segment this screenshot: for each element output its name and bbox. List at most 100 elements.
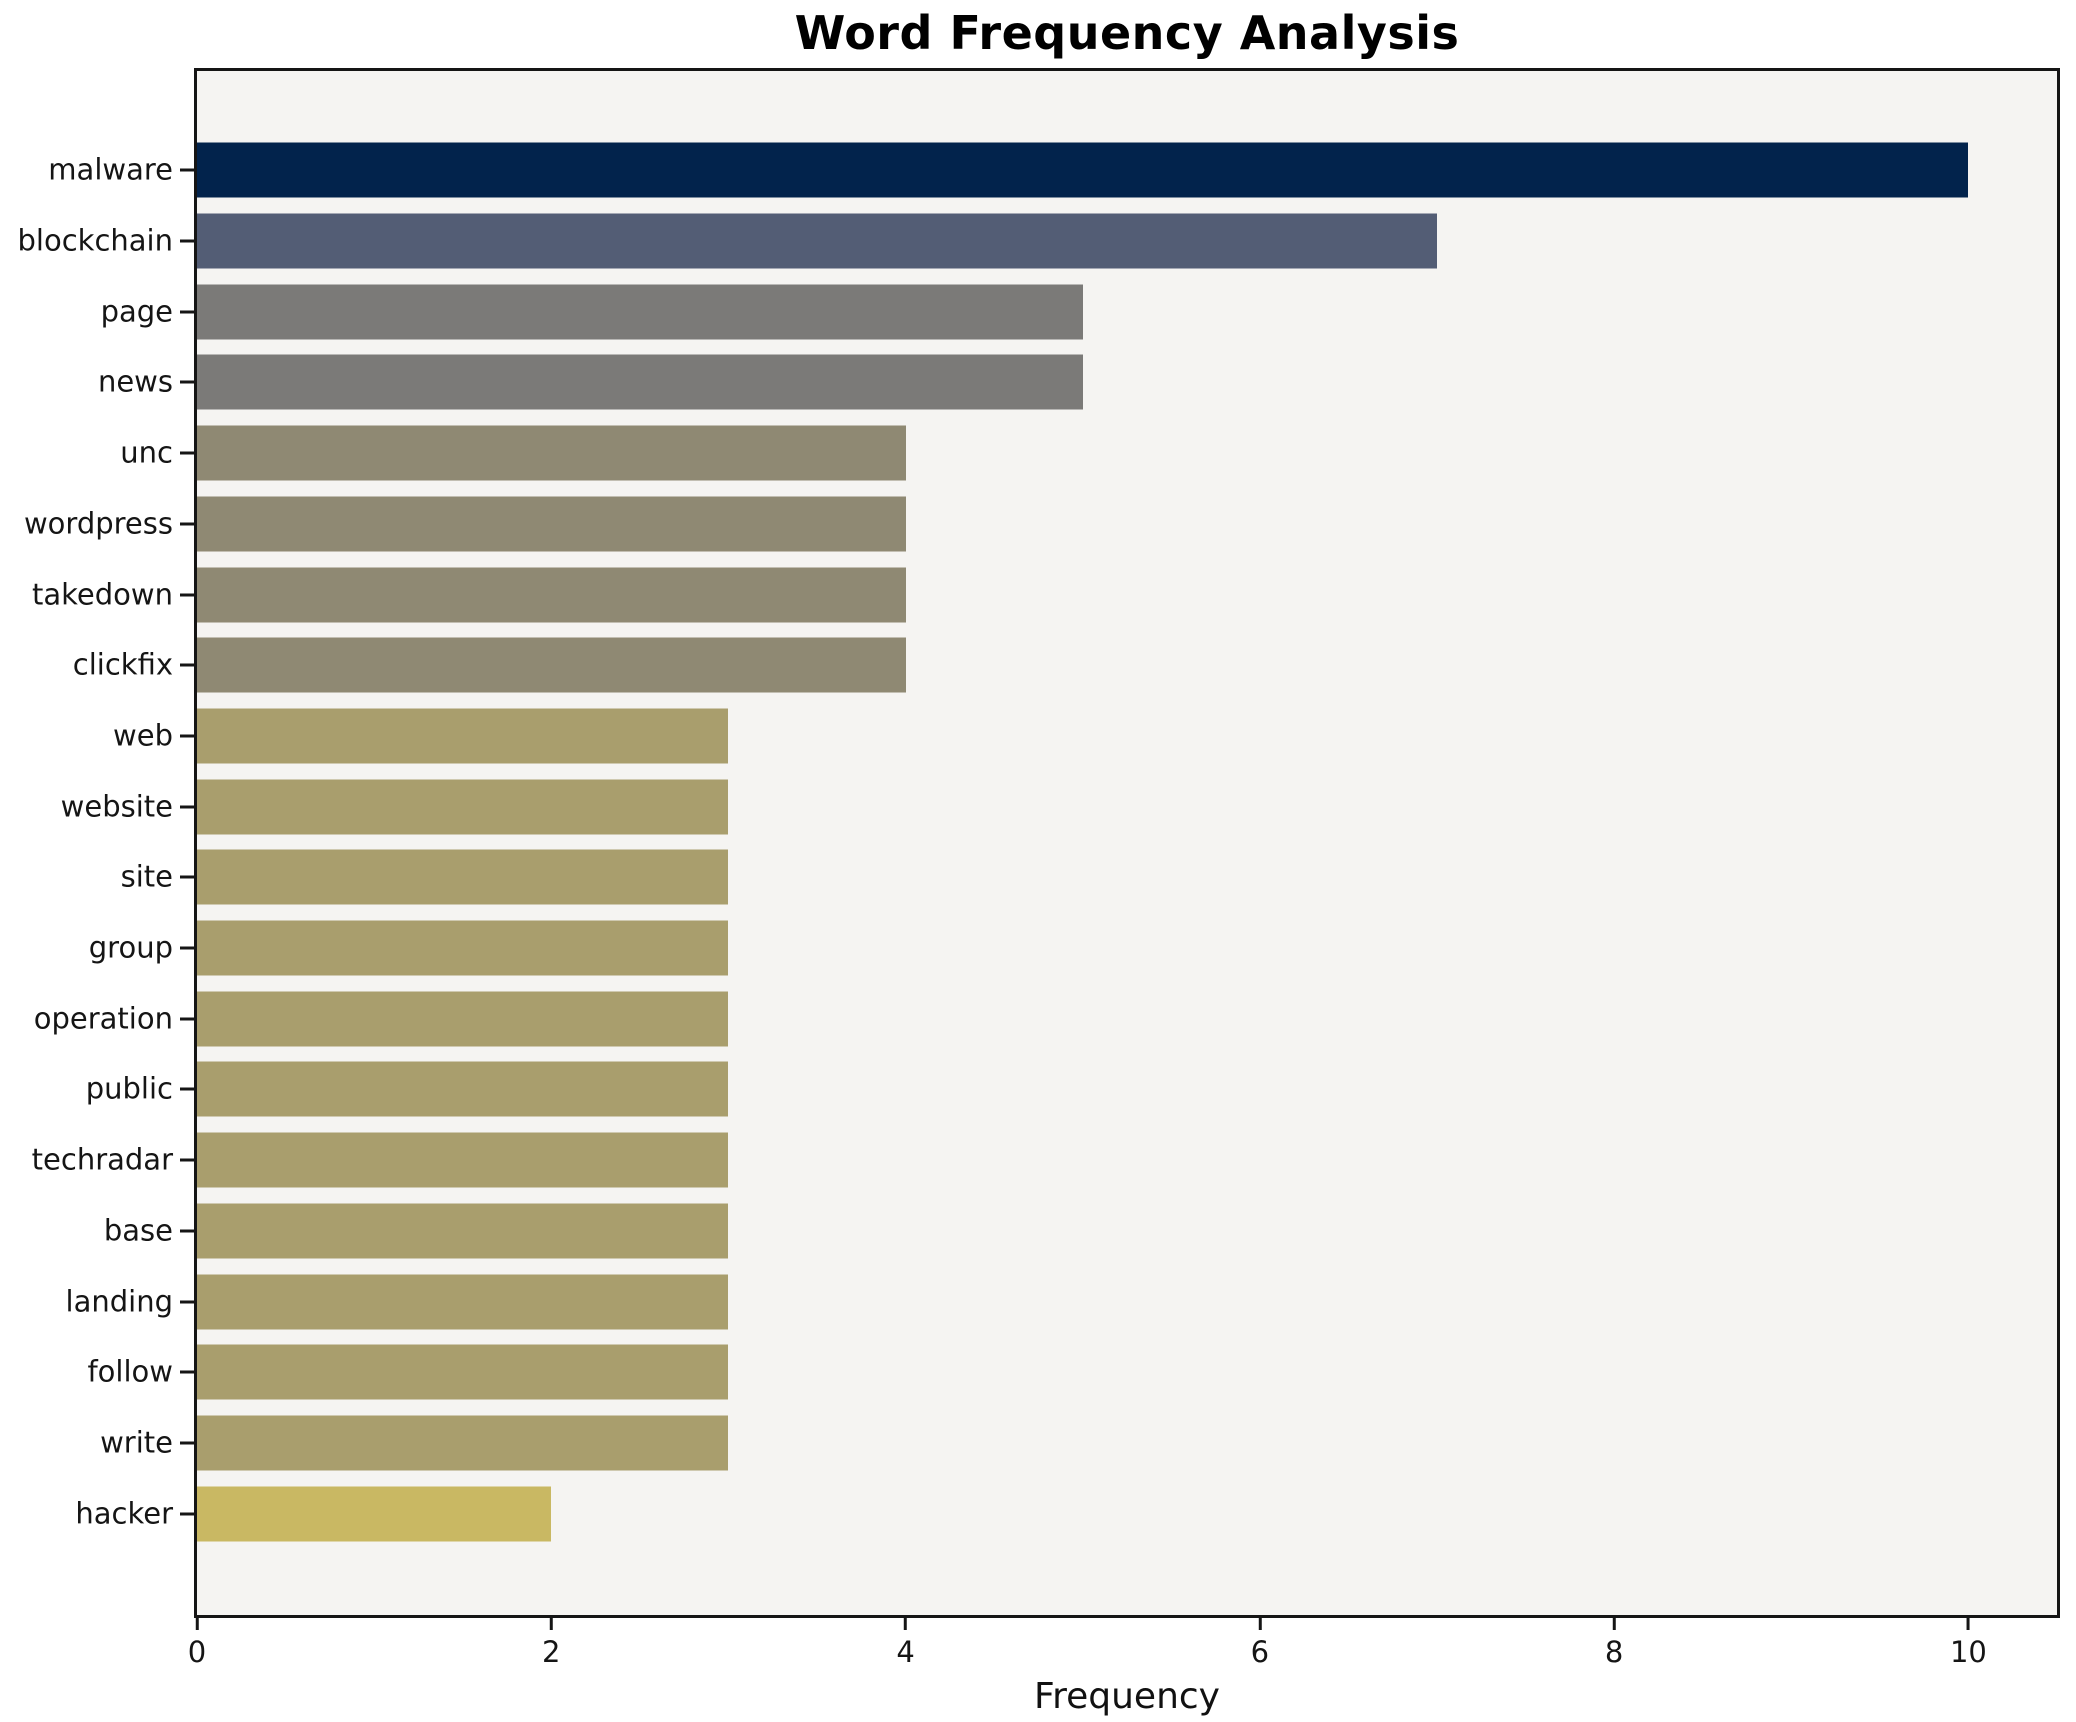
bar-row: techradar <box>32 1125 2057 1196</box>
bar-row: page <box>101 276 2057 347</box>
y-tick-mark <box>180 734 194 738</box>
y-tick-mark <box>180 522 194 526</box>
bar-row: takedown <box>32 559 2057 630</box>
y-tick-label: hacker <box>75 1496 173 1531</box>
y-tick-label: site <box>120 859 173 894</box>
y-tick-mark <box>180 875 194 879</box>
bar <box>197 1203 729 1259</box>
x-axis-label: Frequency <box>1034 1676 1220 1717</box>
y-tick-label: clickfix <box>72 647 173 682</box>
bar-row: operation <box>34 983 2057 1054</box>
y-tick-mark <box>180 1229 194 1233</box>
bar-row: site <box>121 842 2057 913</box>
y-tick-label: website <box>60 789 173 824</box>
y-tick-mark <box>180 946 194 950</box>
x-tick-mark <box>904 1618 908 1630</box>
x-tick: 8 <box>1605 1618 1623 1667</box>
x-tick: 4 <box>896 1618 915 1669</box>
bar <box>197 637 906 693</box>
bar <box>197 920 729 976</box>
y-tick-mark <box>180 168 194 172</box>
y-tick-mark <box>180 1017 194 1021</box>
bar-row: wordpress <box>24 489 2057 560</box>
x-tick-mark <box>1612 1618 1616 1630</box>
x-tick: 10 <box>1950 1618 1987 1667</box>
bar <box>197 708 729 764</box>
x-tick-label: 6 <box>1250 1635 1270 1669</box>
y-tick-label: public <box>85 1071 173 1106</box>
bar <box>197 1274 729 1330</box>
bar <box>197 1061 729 1117</box>
y-tick-label: techradar <box>31 1142 173 1177</box>
y-tick-label: landing <box>65 1284 173 1319</box>
y-tick-label: write <box>100 1425 173 1460</box>
bar <box>197 213 1437 269</box>
bar-row: blockchain <box>18 206 2057 277</box>
y-tick-label: blockchain <box>17 223 173 258</box>
y-tick-label: operation <box>33 1001 173 1036</box>
x-tick: 2 <box>542 1618 561 1669</box>
x-tick: 0 <box>188 1618 206 1667</box>
y-tick-label: web <box>113 718 173 753</box>
bar-row: web <box>113 701 2057 772</box>
y-tick-mark <box>180 805 194 809</box>
y-tick-mark <box>180 1441 194 1445</box>
x-axis: 0 2 4 6 8 10 <box>188 1618 2057 1688</box>
bar <box>197 1486 552 1542</box>
bar <box>197 425 906 481</box>
y-tick-label: wordpress <box>23 506 173 541</box>
x-tick-mark <box>549 1618 553 1630</box>
y-tick-label: follow <box>87 1354 173 1389</box>
bar-row: public <box>86 1054 2057 1125</box>
bar-row: follow <box>87 1337 2057 1408</box>
chart-title: Word Frequency Analysis <box>794 6 1460 60</box>
y-tick-mark <box>180 451 194 455</box>
bar-row: unc <box>120 418 2057 489</box>
x-tick-mark <box>195 1618 199 1630</box>
x-tick-mark <box>1966 1618 1970 1630</box>
x-tick-label: 0 <box>187 1635 207 1669</box>
y-tick-mark <box>180 663 194 667</box>
x-tick-label: 10 <box>1949 1635 1987 1669</box>
y-tick-label: base <box>103 1213 173 1248</box>
bar-row: clickfix <box>73 630 2057 701</box>
y-tick-mark <box>180 1158 194 1162</box>
y-tick-mark <box>180 1300 194 1304</box>
bar <box>197 496 906 552</box>
bar-row: landing <box>66 1266 2057 1337</box>
y-tick-label: news <box>97 364 173 399</box>
y-tick-mark <box>180 593 194 597</box>
bar-row: hacker <box>75 1478 2057 1549</box>
y-tick-label: group <box>88 930 173 965</box>
y-tick-mark <box>180 1087 194 1091</box>
y-tick-label: takedown <box>32 577 173 612</box>
y-tick-label: unc <box>120 435 173 470</box>
bar <box>197 991 729 1047</box>
x-tick-label: 8 <box>1604 1635 1624 1669</box>
y-tick-mark <box>180 1370 194 1374</box>
bar <box>197 849 729 905</box>
y-tick-mark <box>180 380 194 384</box>
bar <box>197 1415 729 1471</box>
x-tick: 6 <box>1251 1618 1269 1667</box>
y-tick-mark <box>180 310 194 314</box>
bar <box>197 284 1083 340</box>
y-tick-label: page <box>100 294 173 329</box>
plot-area: malware blockchain page news unc wordpre… <box>18 68 2060 1618</box>
y-tick-mark <box>180 239 194 243</box>
bar-row: group <box>89 913 2057 984</box>
x-tick-mark <box>1258 1618 1262 1630</box>
bar-row: write <box>100 1408 2057 1479</box>
bar <box>197 567 906 623</box>
bar <box>197 1344 729 1400</box>
bar <box>197 779 729 835</box>
x-tick-label: 4 <box>896 1635 915 1669</box>
x-tick-label: 2 <box>542 1635 561 1669</box>
bar-row: malware <box>48 135 2057 206</box>
bar-row: news <box>98 347 2057 418</box>
y-tick-mark <box>180 1512 194 1516</box>
bar-row: base <box>104 1196 2057 1267</box>
bar <box>197 354 1083 410</box>
bar <box>197 142 1969 198</box>
